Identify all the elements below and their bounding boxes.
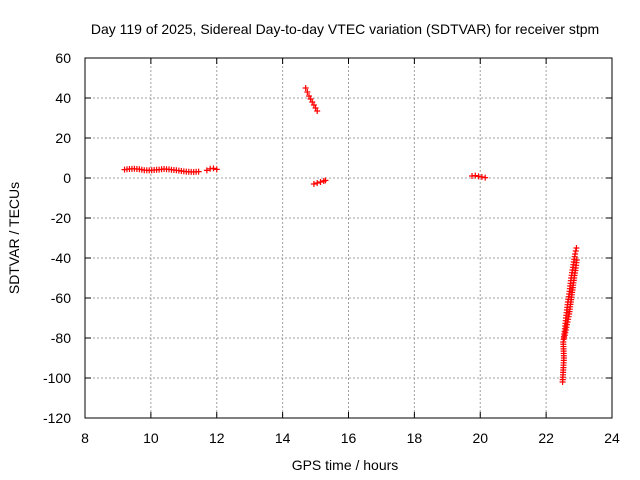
x-tick-labels: 8 10 12 14 16 18 20 22 24 <box>81 430 620 446</box>
series-segment-3 <box>302 85 321 114</box>
y-axis-label: SDTVAR / TECUs <box>6 182 22 294</box>
series-segment-7 <box>561 257 580 341</box>
x-tick-label: 20 <box>472 430 488 446</box>
chart-title: Day 119 of 2025, Sidereal Day-to-day VTE… <box>91 21 599 37</box>
series-segment-2 <box>203 165 220 174</box>
data-point <box>210 165 217 172</box>
x-tick-label: 18 <box>407 430 423 446</box>
series-segment-6 <box>559 245 580 385</box>
y-tick-label: -20 <box>51 210 71 226</box>
series-segment-5 <box>469 172 489 181</box>
x-tick-label: 12 <box>209 430 225 446</box>
grid <box>85 58 612 418</box>
series-segment-1 <box>121 165 202 175</box>
data-point <box>314 108 321 114</box>
x-tick-label: 16 <box>341 430 357 446</box>
x-tick-label: 14 <box>275 430 291 446</box>
data-point <box>573 245 580 251</box>
y-tick-label: -120 <box>43 410 71 426</box>
data-point <box>195 168 202 175</box>
data-point <box>213 166 220 173</box>
data-point <box>572 251 579 257</box>
y-tick-labels: -120 -100 -80 -60 -40 -20 0 20 40 60 <box>43 50 71 426</box>
data-point <box>310 181 317 187</box>
data-point <box>203 167 210 174</box>
x-axis-label: GPS time / hours <box>292 457 399 473</box>
y-tick-label: -80 <box>51 330 71 346</box>
data-points <box>121 85 580 385</box>
y-tick-label: -100 <box>43 370 71 386</box>
data-point <box>322 177 329 184</box>
x-tick-label: 10 <box>143 430 159 446</box>
x-tick-label: 22 <box>538 430 554 446</box>
series-segment-4 <box>310 177 329 187</box>
data-point <box>573 257 580 263</box>
x-tick-label: 8 <box>81 430 89 446</box>
y-tick-label: 0 <box>63 170 71 186</box>
data-point <box>304 89 311 95</box>
y-tick-label: -40 <box>51 250 71 266</box>
data-point <box>482 174 489 181</box>
x-tick-label: 24 <box>604 430 620 446</box>
data-point <box>314 180 321 186</box>
data-point <box>302 85 309 91</box>
y-tick-label: -60 <box>51 290 71 306</box>
axis-ticks <box>84 57 613 419</box>
data-point <box>317 179 324 185</box>
y-tick-label: 20 <box>55 130 71 146</box>
data-point-fill <box>572 248 579 254</box>
data-point <box>472 172 479 179</box>
y-tick-label: 40 <box>55 90 71 106</box>
y-tick-label: 60 <box>55 50 71 66</box>
